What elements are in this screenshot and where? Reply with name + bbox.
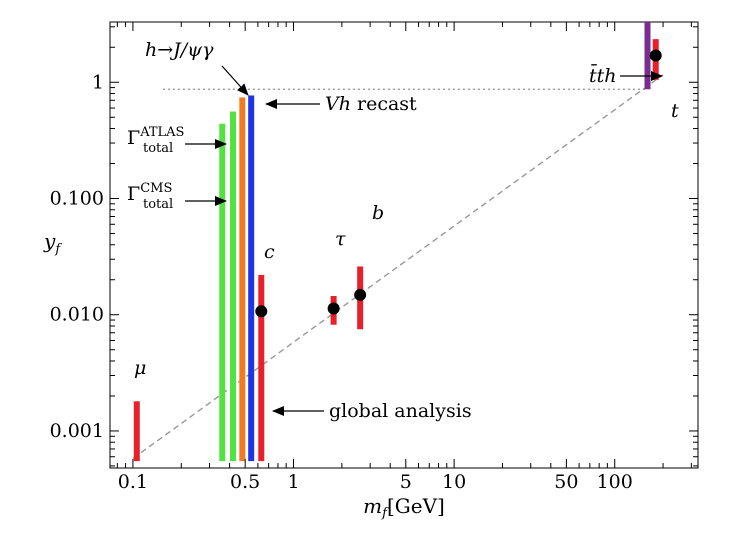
tick-labels: 0.1 0.5 1 5 10 50 100 0.001 0.010 0.100 1 [50,71,633,493]
bar-mu [133,401,140,462]
y-tick-label: 0.100 [50,187,104,209]
label-b: b [372,202,384,224]
x-tick-label: 0.5 [230,471,260,493]
label-atlas-sub: total [143,141,173,156]
annotations: μ c τ b t t̄th h→J/ψγ Vh recast ΓATLAS to… [127,39,679,422]
bar-gamma-total-cms [219,123,226,462]
x-axis-var: m [363,494,382,518]
label-c: c [264,241,275,263]
bar-h-to-jpsi-gamma [239,97,246,462]
label-jpsi: h→J/ψγ [145,39,214,61]
label-cms-base: Γ [127,183,140,205]
label-tau: τ [335,228,346,250]
sm-prediction-line [132,74,664,460]
label-vh-text: recast [351,93,417,115]
x-axis-unit: [GeV] [387,494,445,518]
bar-vh-recast [248,95,255,462]
bars [133,22,659,462]
label-t: t [671,100,679,122]
x-tick-label: 100 [597,471,633,493]
label-cms-sub: total [143,197,173,212]
label-global: global analysis [329,400,472,422]
x-axis-title: mf[GeV] [363,494,445,521]
bar-gamma-total-atlas [230,111,237,462]
label-atlas-base: Γ [127,127,140,149]
point-c [255,305,268,318]
label-cms-sup: CMS [140,181,172,196]
axis-ticks [110,22,698,468]
x-tick-label: 10 [442,471,466,493]
label-vh-var: Vh [325,93,351,115]
x-axis-sub: f [381,506,389,521]
label-mu: μ [134,357,146,379]
point-b [354,288,367,301]
label-atlas-sup: ATLAS [139,125,184,140]
y-axis-var: y [43,229,56,253]
points [255,49,662,318]
y-axis-sub: f [54,242,62,257]
label-vh: Vh recast [325,93,417,115]
bar-tth [644,22,651,90]
label-tth: t̄th [589,63,617,87]
label-cms: ΓCMS total [127,181,173,212]
jpsi-arrow [221,65,249,96]
x-tick-label: 5 [400,471,412,493]
point-tau [327,302,340,315]
y-tick-label: 1 [92,71,104,93]
y-axis-title: yf [43,229,62,257]
y-tick-label: 0.001 [50,420,104,442]
x-tick-label: 0.1 [118,471,148,493]
point-t [649,49,662,62]
x-tick-label: 1 [287,471,299,493]
y-tick-label: 0.010 [50,304,104,326]
x-tick-label: 50 [554,471,578,493]
bar-c-global-analysis [258,274,265,462]
label-atlas: ΓATLAS total [127,125,184,156]
